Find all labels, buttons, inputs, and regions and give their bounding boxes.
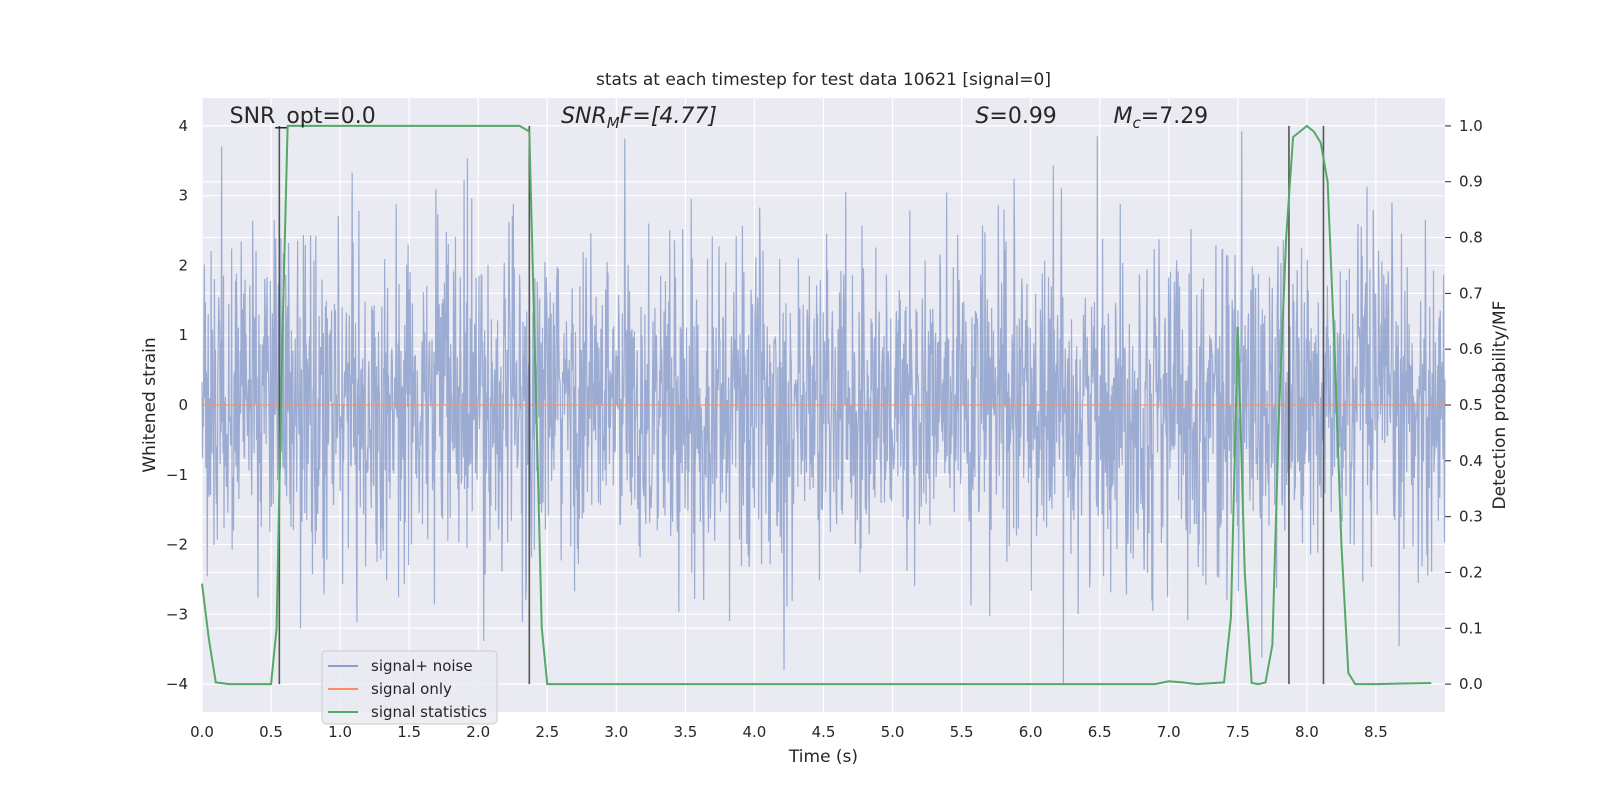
y-tick-label-right: 0.6 — [1459, 340, 1483, 358]
x-tick-label: 2.0 — [466, 723, 490, 741]
legend: signal+ noise signal only signal statistic… — [321, 650, 498, 725]
y-axis-label-right: Detection probability/MF — [1490, 301, 1510, 510]
y-tick-label-right: 0.9 — [1459, 173, 1483, 191]
y-tick-label-right: 0.4 — [1459, 452, 1483, 470]
y-tick-label-right: 0.3 — [1459, 508, 1483, 526]
y-tick-label-left: 3 — [178, 187, 188, 205]
x-tick-label: 6.0 — [1019, 723, 1043, 741]
y-tick-label-right: 0.0 — [1459, 675, 1483, 693]
annotation-text: SNR_opt=0.0 — [230, 104, 376, 129]
x-tick-label: 6.5 — [1088, 723, 1112, 741]
y-tick-label-left: −4 — [166, 675, 188, 693]
x-tick-label: 3.0 — [604, 723, 628, 741]
legend-label: signal+ noise — [371, 657, 473, 675]
y-tick-label-left: −2 — [166, 536, 188, 554]
x-tick-label: 7.0 — [1157, 723, 1181, 741]
vertical-markers — [278, 125, 1325, 685]
annotations: SNR_opt=0.0 SNRMF=[4.77] S=0.99 Mc=7.29 — [230, 104, 1209, 132]
y-tick-label-right: 0.5 — [1459, 396, 1483, 414]
annotation-text: Mc=7.29 — [1114, 104, 1209, 132]
x-tick-label: 2.5 — [535, 723, 559, 741]
x-tick-label: 8.0 — [1295, 723, 1319, 741]
annotation-text: S=0.99 — [975, 104, 1056, 129]
y-tick-label-right: 0.1 — [1459, 619, 1483, 637]
annotation-text: SNRMF=[4.77] — [561, 104, 717, 132]
legend-label: signal statistics — [371, 703, 487, 721]
y-tick-label-right: 0.8 — [1459, 229, 1483, 247]
y-axis-label-left: Whitened strain — [140, 337, 160, 472]
y-tick-label-left: 1 — [178, 326, 188, 344]
y-tick-label-right: 1.0 — [1459, 117, 1483, 135]
signal-statistics-line — [201, 124, 1432, 686]
x-tick-label: 5.5 — [950, 723, 974, 741]
x-tick-label: 1.5 — [397, 723, 421, 741]
x-tick-label: 7.5 — [1226, 723, 1250, 741]
x-tick-label: 4.5 — [812, 723, 836, 741]
axes: 0.0 0.5 1.0 1.5 2.0 2.5 3.0 3.5 4.0 4.5 5.0 5.5 6.0 6… — [166, 117, 1483, 741]
x-tick-label: 4.0 — [743, 723, 767, 741]
legend-label: signal only — [371, 680, 452, 698]
y-tick-label-right: 0.2 — [1459, 563, 1483, 581]
signal-statistics-series — [201, 124, 1432, 686]
y-tick-label-left: 0 — [178, 396, 188, 414]
y-tick-label-right: 0.7 — [1459, 284, 1483, 302]
x-axis-label: Time (s) — [788, 747, 858, 767]
x-tick-label: 1.0 — [328, 723, 352, 741]
x-tick-label: 0.5 — [259, 723, 283, 741]
y-tick-label-left: −1 — [166, 466, 188, 484]
x-tick-label: 8.5 — [1364, 723, 1388, 741]
legend-box — [321, 650, 498, 725]
x-tick-label: 5.0 — [881, 723, 905, 741]
y-tick-label-left: 4 — [178, 117, 188, 135]
x-tick-label: 3.5 — [673, 723, 697, 741]
x-tick-label: 0.0 — [190, 723, 214, 741]
chart-title: stats at each timestep for test data 106… — [596, 70, 1051, 90]
y-tick-label-left: 2 — [178, 256, 188, 274]
y-tick-label-left: −3 — [166, 605, 188, 623]
